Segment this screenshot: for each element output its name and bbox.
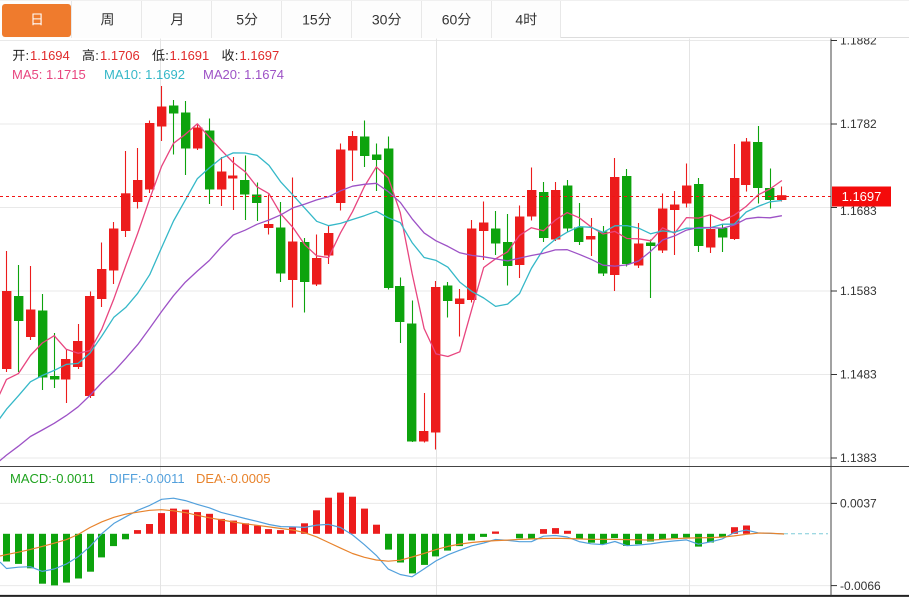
svg-text:60: 60	[442, 11, 458, 27]
svg-text:4: 4	[515, 11, 523, 27]
svg-text:1.1583: 1.1583	[840, 284, 877, 298]
svg-text:1.1697: 1.1697	[240, 48, 280, 63]
svg-text:1.1782: 1.1782	[840, 117, 877, 131]
svg-text:1.1694: 1.1694	[30, 48, 70, 63]
svg-text:1.1697: 1.1697	[842, 189, 882, 204]
svg-text:1.1683: 1.1683	[840, 204, 877, 218]
svg-text:15: 15	[302, 11, 318, 27]
svg-text:1.1706: 1.1706	[100, 48, 140, 63]
svg-text:1.1691: 1.1691	[170, 48, 210, 63]
svg-text::: :	[26, 48, 30, 63]
svg-text:-0.0066: -0.0066	[840, 579, 881, 593]
svg-text:0.0037: 0.0037	[840, 497, 877, 511]
svg-text:1.1483: 1.1483	[840, 368, 877, 382]
svg-text:5: 5	[236, 11, 244, 27]
svg-text::: :	[165, 48, 169, 63]
svg-text::: :	[95, 48, 99, 63]
svg-text::: :	[235, 48, 239, 63]
svg-text:1.1383: 1.1383	[840, 451, 877, 465]
svg-text:30: 30	[372, 11, 388, 27]
